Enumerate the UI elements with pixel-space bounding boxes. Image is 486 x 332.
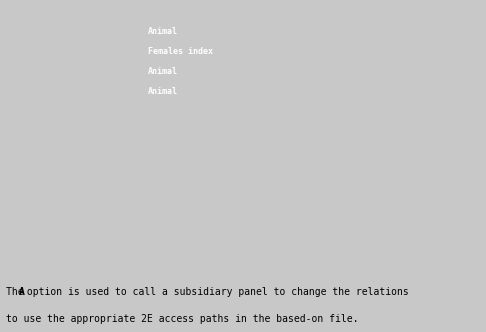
Text: Access path name. . . . . . :: Access path name. . . . . . : [6, 47, 156, 56]
Text: EDIT ACCESS PATH RELATIONS: EDIT ACCESS PATH RELATIONS [6, 7, 146, 16]
Text: A-Ref Accpths, S-Select F4, T-Default F4, '+'/'-'-Add/Rmv relation, V-Virtual: A-Ref Accpths, S-Select F4, T-Default F4… [6, 238, 391, 247]
Text: File name . . . . . . . . . :: File name . . . . . . . . . : [6, 27, 156, 36]
Text: My model: My model [243, 7, 283, 16]
Text: Based on. . . . . . . . . . :: Based on. . . . . . . . . . : [6, 87, 156, 96]
Text: Type. . . . : RTV: Type. . . . : RTV [309, 47, 394, 56]
Text: option is used to call a subsidiary panel to change the relations: option is used to call a subsidiary pane… [21, 287, 409, 297]
Text: Attribute . : REF: Attribute . : REF [309, 27, 394, 36]
Text: Format text . . . . . . . . :: Format text . . . . . . . . : [6, 67, 156, 76]
Text: Females index: Females index [148, 47, 213, 56]
Text: A  * Refers to    Animal: A * Refers to Animal [6, 248, 126, 257]
Text: Animal: Animal [148, 27, 178, 36]
Text: Males index: Males index [296, 208, 351, 217]
Text: F3=Exit  F7=Entries: F3=Exit F7=Entries [6, 258, 101, 267]
Text: Animal: Animal [148, 67, 178, 76]
Text: A: A [18, 287, 24, 297]
Text: Mother: Mother [6, 268, 121, 277]
Text: Retrieval index: Retrieval index [296, 248, 371, 257]
Text: _  * Refers to    Animal: _ * Refers to Animal [6, 208, 126, 217]
Text: Format No . :   1: Format No . : 1 [309, 87, 394, 96]
Text: Father: Father [6, 228, 121, 237]
Text: Animal: Animal [148, 87, 178, 96]
Text: to use the appropriate 2E access paths in the based-on file.: to use the appropriate 2E access paths i… [6, 314, 358, 324]
Text: _  * Has          Animal name: _ * Has Animal name [6, 154, 151, 163]
Text: The: The [6, 287, 29, 297]
Text: ? O Verb         File/for                    Access path/Function: ? O Verb File/for Access path/Function [6, 107, 331, 116]
Text: ■ * Known by   Animal code: ■ * Known by Animal code [6, 127, 136, 136]
Text: _  * Has          Gender: _ * Has Gender [6, 181, 126, 190]
